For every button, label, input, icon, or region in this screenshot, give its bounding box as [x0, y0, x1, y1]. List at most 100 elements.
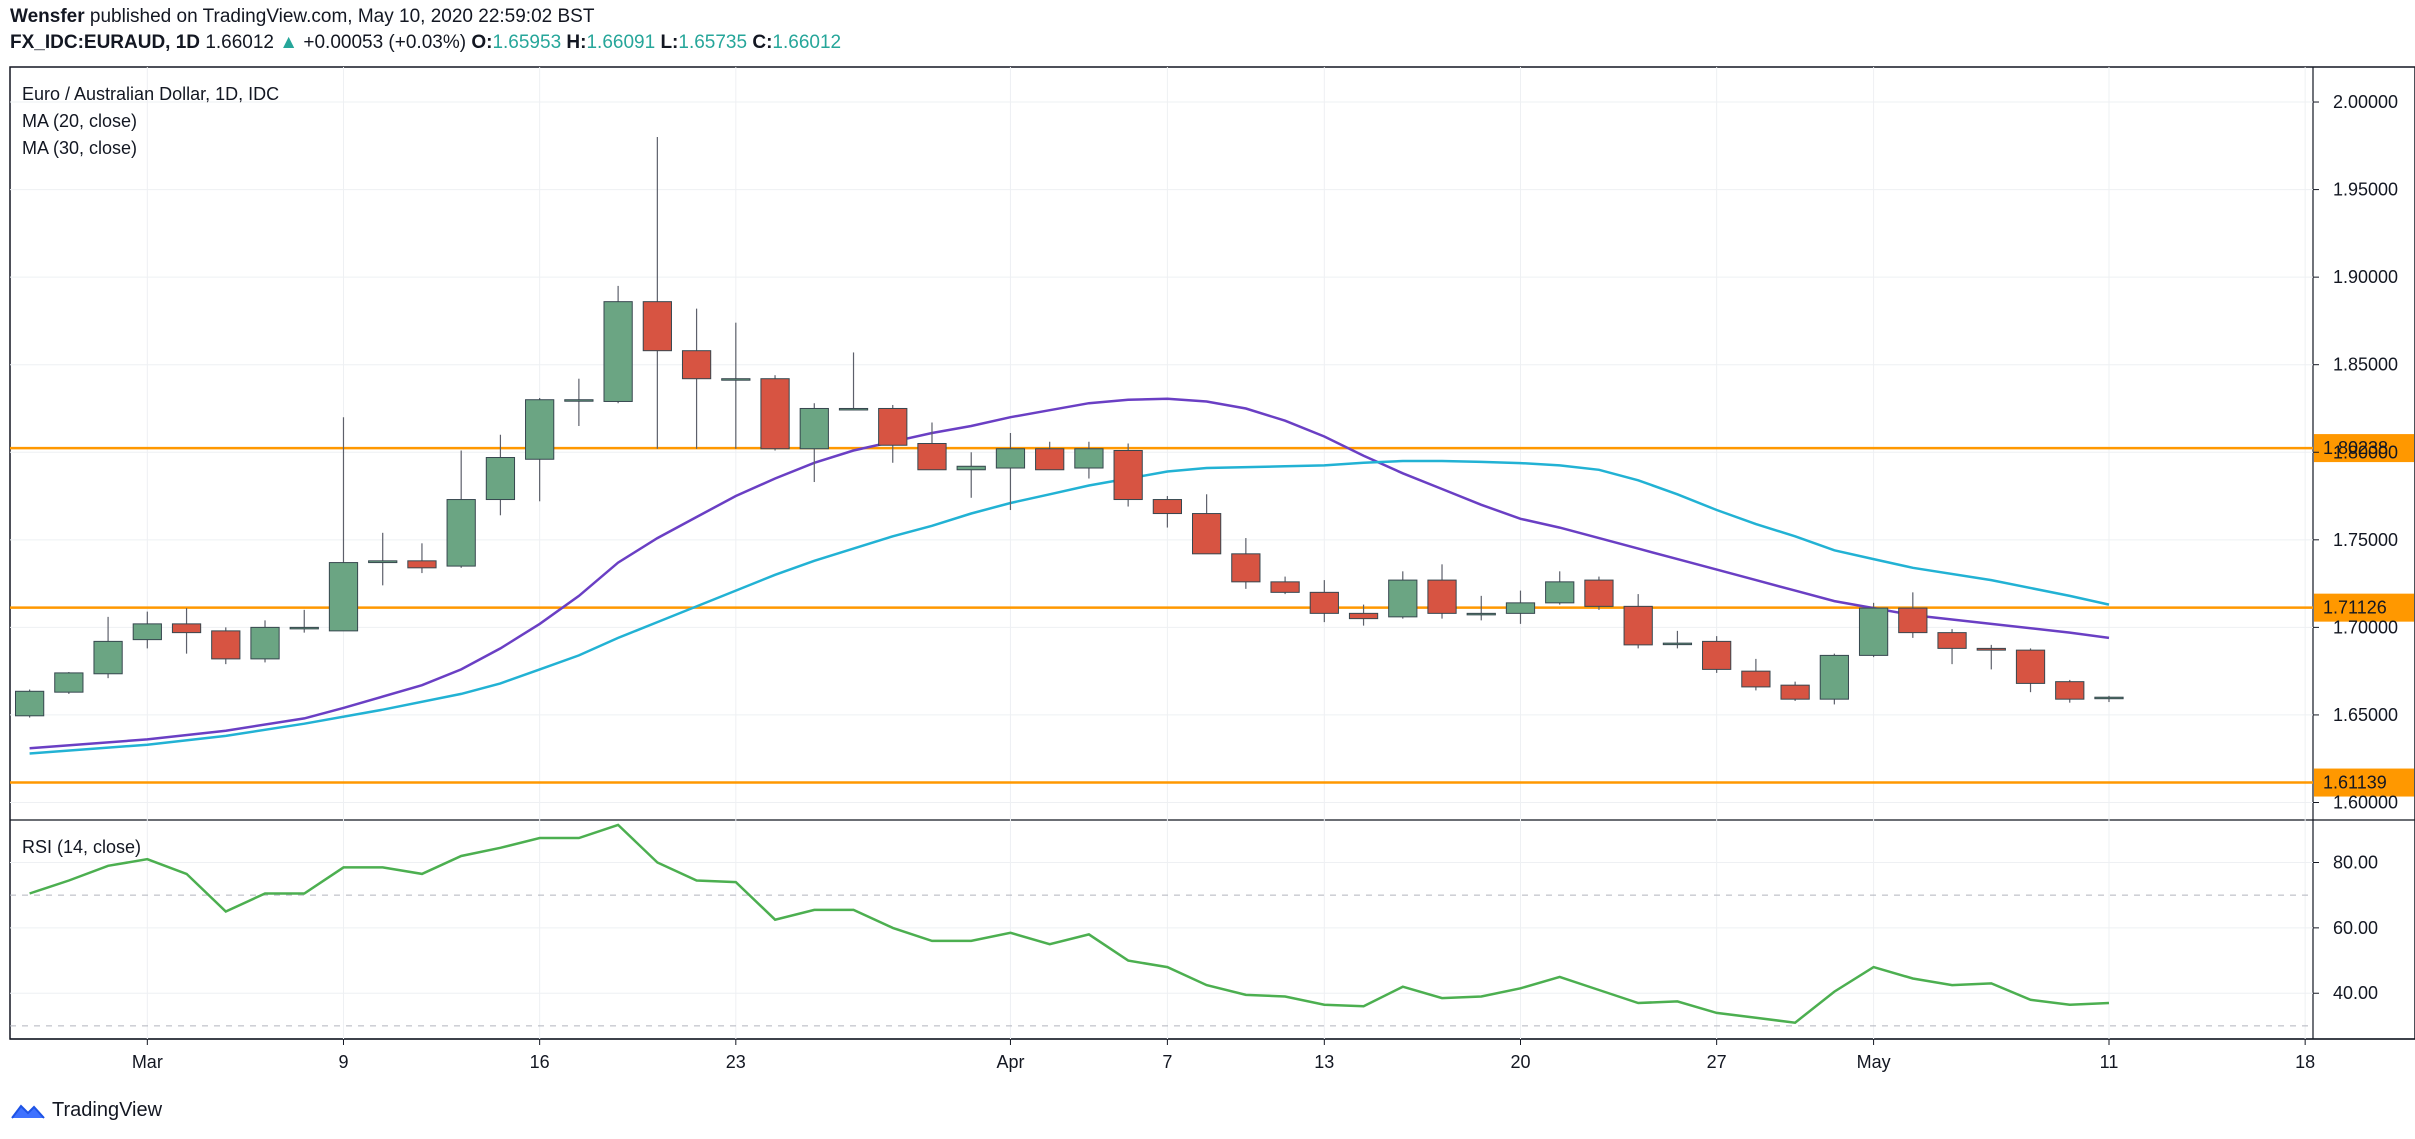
candle[interactable] — [1466, 595, 1496, 621]
publisher-name: Wensfer — [10, 6, 85, 27]
candle-body-up — [1388, 579, 1418, 618]
candle[interactable] — [289, 609, 319, 633]
candle[interactable] — [721, 322, 751, 449]
ohlc-low-value: 1.65735 — [678, 32, 748, 53]
candle[interactable] — [1976, 644, 2006, 670]
candle-body-down — [1623, 605, 1653, 646]
candle-body-down — [1035, 448, 1065, 471]
candle-body-up — [1505, 602, 1536, 614]
candle[interactable] — [525, 397, 555, 502]
candle[interactable] — [446, 450, 476, 568]
candle-body-up — [995, 448, 1026, 469]
candle-body-up — [1074, 448, 1104, 469]
last-price: 1.66012 — [205, 32, 274, 53]
price-axis-label: 1.90000 — [2333, 267, 2398, 287]
candle[interactable] — [838, 352, 869, 411]
candle-body-up — [54, 672, 84, 693]
candle[interactable] — [1388, 571, 1418, 619]
candle[interactable] — [681, 308, 712, 449]
symbol-label[interactable]: FX_IDC:EURAUD, 1D — [10, 32, 201, 53]
candle[interactable] — [1858, 602, 1889, 658]
candle[interactable] — [1348, 604, 1379, 626]
candle[interactable] — [1819, 653, 1849, 705]
candle[interactable] — [642, 137, 672, 449]
candle[interactable] — [1898, 592, 1928, 638]
candle-body-down — [681, 350, 712, 380]
rsi-legend[interactable]: RSI (14, close) — [22, 837, 141, 857]
candle[interactable] — [1741, 658, 1771, 691]
candle[interactable] — [760, 375, 790, 451]
candle[interactable] — [1152, 496, 1183, 528]
candle[interactable] — [1270, 576, 1300, 595]
candle[interactable] — [1662, 630, 1693, 649]
level-price-label: 1.61139 — [2323, 773, 2387, 793]
candle[interactable] — [368, 532, 398, 586]
candle[interactable] — [1035, 441, 1065, 471]
candle-body-down — [171, 623, 202, 634]
footer-brand[interactable]: TradingView — [10, 1098, 162, 1122]
candle[interactable] — [799, 403, 829, 483]
ma30-legend[interactable]: MA (30, close) — [22, 138, 137, 158]
candle[interactable] — [14, 689, 45, 718]
time-axis-label: May — [1857, 1052, 1891, 1072]
candle[interactable] — [1231, 538, 1261, 589]
candle[interactable] — [995, 432, 1026, 511]
ohlc-close-value: 1.66012 — [772, 32, 842, 53]
symbol-bar: FX_IDC:EURAUD, 1D 1.66012 ▲ +0.00053 (+0… — [10, 32, 841, 54]
candle-body-up — [250, 626, 280, 660]
candle-body-down — [407, 560, 437, 569]
candle[interactable] — [956, 452, 986, 498]
candle-body-up — [328, 562, 359, 632]
candle[interactable] — [917, 422, 947, 471]
candle-body-up — [721, 378, 751, 381]
candle[interactable] — [407, 543, 437, 574]
candle[interactable] — [250, 620, 280, 663]
candle[interactable] — [93, 616, 123, 679]
candle[interactable] — [211, 627, 241, 665]
candle[interactable] — [485, 434, 516, 516]
candle[interactable] — [1191, 494, 1222, 555]
ma20-line — [29, 397, 2110, 750]
candle[interactable] — [1623, 594, 1653, 649]
ohlc-high-value: 1.66091 — [586, 32, 656, 53]
candle[interactable] — [1427, 564, 1457, 619]
price-axis-label: 1.75000 — [2333, 530, 2398, 550]
time-axis-label: 11 — [2100, 1052, 2119, 1072]
candle[interactable] — [1074, 441, 1104, 479]
candle-body-up — [525, 399, 555, 460]
candle[interactable] — [2015, 648, 2046, 693]
candle-body-down — [1231, 553, 1261, 583]
candle[interactable] — [564, 378, 594, 426]
candle[interactable] — [328, 417, 359, 632]
candle[interactable] — [171, 608, 202, 654]
candle[interactable] — [1113, 443, 1143, 507]
candle[interactable] — [878, 404, 908, 463]
candle[interactable] — [1584, 576, 1614, 610]
price-axis-label: 1.70000 — [2333, 617, 2398, 637]
candle-body-up — [446, 499, 476, 567]
price-axis-label: 1.95000 — [2333, 180, 2398, 200]
candle[interactable] — [54, 672, 84, 694]
candle-body-down — [1191, 513, 1222, 555]
candle[interactable] — [2094, 695, 2124, 703]
candle-body-down — [2015, 649, 2046, 684]
candle-body-up — [603, 301, 633, 402]
candle-body-down — [1270, 581, 1300, 593]
price-axis-label: 2.00000 — [2333, 92, 2398, 112]
ma20-legend[interactable]: MA (20, close) — [22, 111, 137, 131]
candle[interactable] — [1780, 681, 1810, 701]
candle[interactable] — [1545, 571, 1575, 605]
candle-body-down — [1152, 499, 1183, 515]
candle[interactable] — [132, 611, 162, 649]
candle[interactable] — [1937, 629, 1967, 665]
candle[interactable] — [2055, 679, 2085, 703]
candle-body-down — [1780, 684, 1810, 700]
candle[interactable] — [1309, 580, 1339, 623]
candle[interactable] — [1702, 636, 1732, 673]
ohlc-open-key: O: — [471, 32, 493, 53]
candle-body-down — [1976, 647, 2006, 651]
candle[interactable] — [603, 285, 633, 404]
publish-info: Wensfer published on TradingView.com, Ma… — [10, 6, 594, 28]
candle[interactable] — [1505, 590, 1536, 624]
